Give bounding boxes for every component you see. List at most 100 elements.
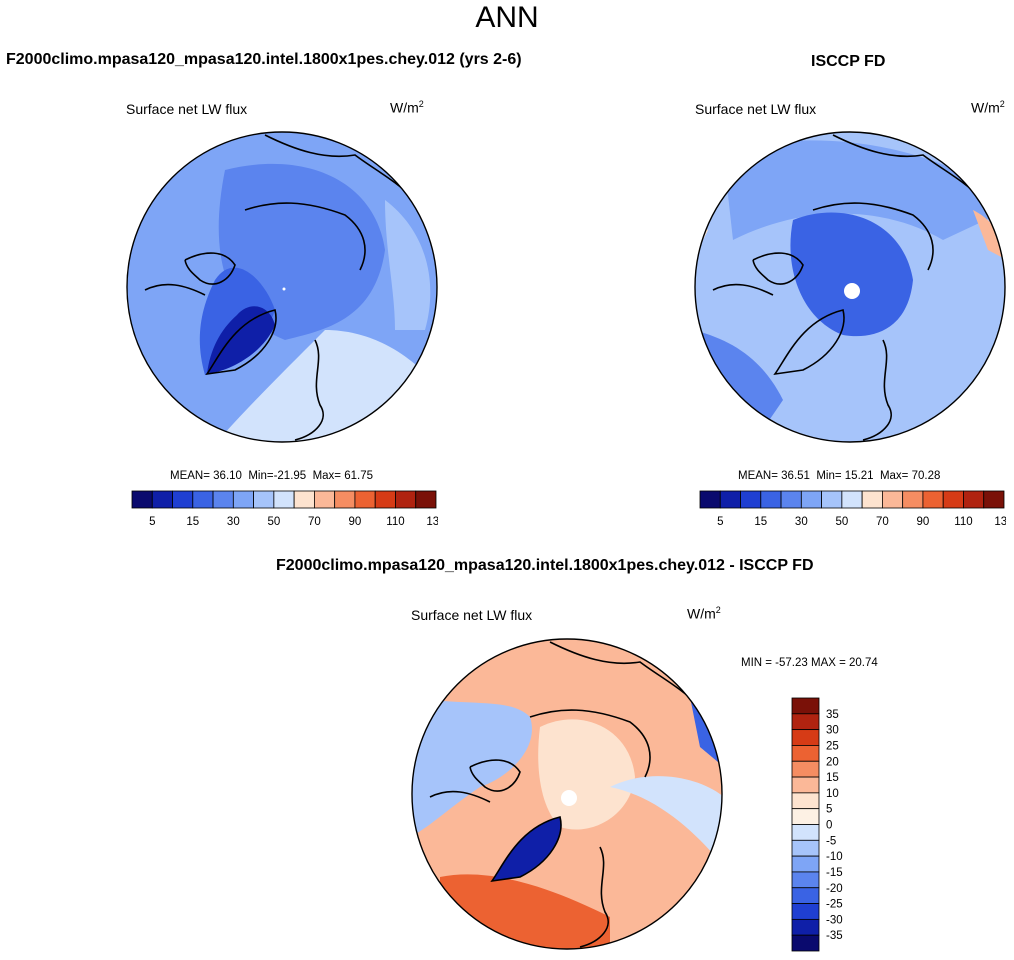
colorbar-diff-tick-label: 20 <box>826 756 839 768</box>
colorbar-obs-tick-label: 130 <box>994 516 1006 528</box>
colorbar-obs-tick-label: 30 <box>795 516 808 528</box>
colorbar-obs-box <box>963 490 985 509</box>
colorbar-obs-box <box>922 490 944 509</box>
map-model-coastlines <box>144 134 416 441</box>
colorbar-diff-tick-label: 0 <box>826 820 832 832</box>
map-obs-pole-hole <box>844 283 860 299</box>
colorbar-diff-tick-label: -20 <box>826 883 843 895</box>
colorbar-obs-box <box>719 490 741 509</box>
colorbar-model-box <box>253 490 275 509</box>
colorbar-model-box <box>131 490 153 509</box>
colorbar-model-tick-label: 5 <box>149 516 155 528</box>
panel-1-units: W/m2 <box>390 99 424 116</box>
colorbar-obs-box <box>841 490 863 509</box>
panel-1-title: F2000climo.mpasa120_mpasa120.intel.1800x… <box>6 51 522 68</box>
colorbar-obs-tick-label: 110 <box>954 516 972 528</box>
colorbar-obs-box <box>821 490 843 509</box>
map-obs-contour-upper <box>723 140 1005 240</box>
colorbar-model-box <box>192 490 214 509</box>
colorbar-obs-box <box>942 490 964 509</box>
colorbar-diff-box <box>791 871 820 889</box>
map-obs <box>694 131 1006 443</box>
colorbar-diff-tick-label: 15 <box>826 772 839 784</box>
colorbar-model-box <box>395 490 417 509</box>
map-diff-border <box>411 638 723 950</box>
colorbar-model-box <box>151 490 173 509</box>
colorbar-diff-tick-label: 5 <box>826 804 832 816</box>
colorbar-obs-tick-label: 50 <box>835 516 848 528</box>
colorbar-diff-tick-label: -5 <box>826 835 836 847</box>
colorbar-diff-tick-label: -30 <box>826 914 843 926</box>
colorbar-obs-tick-label: 15 <box>754 516 767 528</box>
map-diff-pole-hole <box>561 790 577 806</box>
colorbar-model-tick-label: 30 <box>227 516 240 528</box>
colorbar-diff-box <box>791 855 820 873</box>
map-diff-greenland <box>492 817 561 881</box>
colorbar-diff-tick-label: -25 <box>826 899 843 911</box>
map-obs-border <box>694 131 1006 443</box>
colorbar-model-box <box>212 490 234 509</box>
colorbar-model-box <box>293 490 315 509</box>
colorbar-model-tick-label: 90 <box>349 516 362 528</box>
colorbar-obs-box <box>740 490 762 509</box>
colorbar-model-tick-label: 110 <box>386 516 404 528</box>
colorbar-model-box <box>354 490 376 509</box>
colorbar-diff-tick-label: 25 <box>826 740 839 752</box>
colorbar-diff-box <box>791 697 820 715</box>
colorbar-diff-box <box>791 934 820 952</box>
colorbar-diff-box <box>791 745 820 762</box>
colorbar-model-box <box>374 490 396 509</box>
colorbar-model: 5 15 30 50 70 90 110 130 <box>131 490 438 528</box>
colorbar-diff-tick-label: -10 <box>826 851 843 863</box>
colorbar-obs-box <box>800 490 823 509</box>
colorbar-model-box <box>334 490 356 509</box>
panel-3-min-max: MIN = -57.23 MAX = 20.74 <box>741 657 878 669</box>
colorbar-diff: 35 30 25 20 15 10 5 0 -5 -10 -15 -20 -25 -30 -35 <box>791 697 843 952</box>
colorbar-model-tick-label: 70 <box>308 516 321 528</box>
colorbar-diff-box <box>791 824 820 841</box>
colorbar-model-box <box>232 490 255 509</box>
colorbar-diff-tick-label: 35 <box>826 709 839 721</box>
colorbar-diff-box <box>791 903 820 920</box>
colorbar-model-tick-label: 15 <box>186 516 199 528</box>
colorbar-obs-tick-label: 70 <box>876 516 889 528</box>
map-model-pole <box>282 287 286 291</box>
colorbar-model-box <box>172 490 194 509</box>
colorbar-diff-tick-label: 10 <box>826 788 839 800</box>
panel-2-units: W/m2 <box>971 99 1005 116</box>
colorbar-obs-box <box>881 490 904 509</box>
map-diff-coastlines <box>429 641 701 948</box>
colorbar-obs-box <box>861 490 883 509</box>
panel-2-stats: MEAN= 36.51 Min= 15.21 Max= 70.28 <box>738 470 941 482</box>
colorbar-diff-box <box>791 760 820 778</box>
colorbar-model-box <box>415 490 437 509</box>
colorbar-diff-box <box>791 918 820 936</box>
colorbar-model-box <box>313 490 336 509</box>
map-obs-coastlines <box>712 134 984 441</box>
colorbar-diff-box <box>791 713 820 731</box>
colorbar-obs-box <box>902 490 924 509</box>
panel-3-units: W/m2 <box>687 605 721 622</box>
colorbar-diff-box <box>791 729 820 746</box>
colorbar-diff-box <box>791 839 820 857</box>
panel-2-title: ISCCP FD <box>811 53 886 70</box>
colorbar-model-box <box>273 490 295 509</box>
map-model <box>126 131 438 443</box>
map-diff-contour-east <box>610 776 722 867</box>
colorbar-diff-box <box>791 887 820 904</box>
map-diff <box>411 638 723 950</box>
colorbar-model-tick-label: 130 <box>426 516 438 528</box>
colorbar-diff-box <box>791 808 820 825</box>
panel-3-variable: Surface net LW flux <box>411 607 533 623</box>
panel-3-title: F2000climo.mpasa120_mpasa120.intel.1800x… <box>276 557 814 574</box>
map-model-contour-pale <box>385 200 431 330</box>
colorbar-obs-box <box>983 490 1005 509</box>
map-model-border <box>126 131 438 443</box>
map-obs-contour-center <box>790 212 913 337</box>
colorbar-obs-box <box>699 490 721 509</box>
colorbar-obs-tick-label: 90 <box>917 516 930 528</box>
colorbar-diff-box <box>791 776 820 794</box>
colorbar-obs-box <box>780 490 802 509</box>
colorbar-diff-tick-label: -35 <box>826 930 843 942</box>
panel-2-variable: Surface net LW flux <box>695 101 817 117</box>
